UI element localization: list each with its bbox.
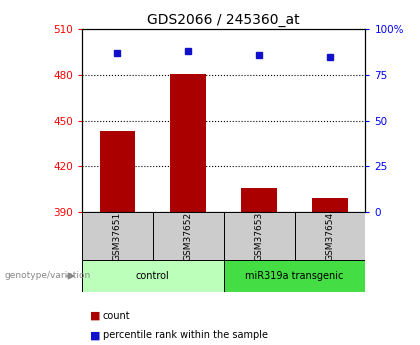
Bar	[224, 212, 294, 260]
Bar	[294, 212, 365, 260]
Text: miR319a transgenic: miR319a transgenic	[245, 271, 344, 281]
Text: GSM37654: GSM37654	[326, 212, 334, 261]
Title: GDS2066 / 245360_at: GDS2066 / 245360_at	[147, 13, 300, 27]
Text: percentile rank within the sample: percentile rank within the sample	[103, 331, 268, 340]
Text: GSM37651: GSM37651	[113, 212, 122, 261]
Text: control: control	[136, 271, 170, 281]
Text: GSM37652: GSM37652	[184, 212, 193, 261]
Bar	[82, 212, 153, 260]
Bar	[100, 131, 135, 212]
Bar	[312, 198, 348, 212]
Bar	[171, 73, 206, 212]
Bar	[241, 188, 277, 212]
Text: ■: ■	[90, 331, 101, 340]
Text: count: count	[103, 311, 131, 321]
Text: GSM37653: GSM37653	[255, 212, 264, 261]
Text: ■: ■	[90, 311, 101, 321]
Text: genotype/variation: genotype/variation	[4, 272, 90, 280]
Bar	[153, 212, 224, 260]
Bar	[82, 260, 224, 292]
Bar	[224, 260, 365, 292]
